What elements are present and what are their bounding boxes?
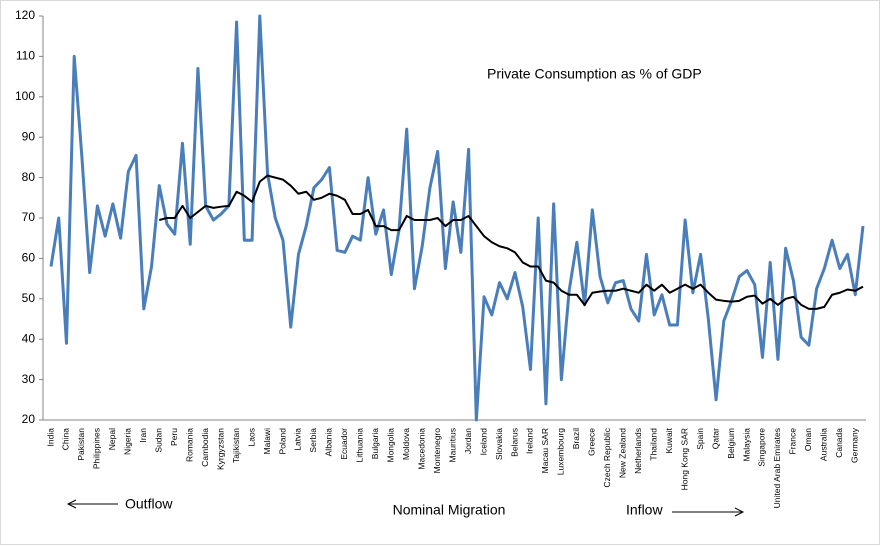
- x-tick-label: Peru: [169, 428, 179, 446]
- x-tick-label: Iran: [138, 428, 148, 443]
- x-tick-label: Mauritius: [447, 428, 457, 462]
- x-tick-label: Ireland: [525, 428, 535, 454]
- x-tick-label: Australia: [819, 428, 829, 461]
- x-tick-label: Slovakia: [494, 428, 504, 460]
- x-tick-label: Albania: [324, 428, 334, 457]
- x-tick-label: Canada: [834, 428, 844, 458]
- y-tick-label: 20: [22, 412, 36, 426]
- x-tick-label: Ecuador: [339, 428, 349, 460]
- x-tick-label: Serbia: [308, 428, 318, 453]
- x-tick-label: Poland: [277, 428, 287, 455]
- x-tick-label: Kuwait: [664, 427, 674, 453]
- x-tick-label: Iceland: [478, 428, 488, 456]
- x-tick-label: Sudan: [154, 428, 164, 453]
- y-tick-label: 30: [22, 372, 36, 386]
- inflow-arrow: [672, 507, 745, 517]
- y-tick-label: 100: [15, 89, 35, 103]
- x-tick-label: Latvia: [293, 428, 303, 451]
- series-line: [49, 14, 865, 422]
- x-tick-label: United Arab Emirates: [772, 428, 782, 508]
- x-tick-label: Mongolia: [386, 428, 396, 463]
- series-line: [159, 174, 864, 310]
- x-axis-label: Nominal Migration: [393, 502, 506, 518]
- x-tick-label: Oman: [803, 428, 813, 451]
- outflow-label: Outflow: [125, 496, 173, 512]
- x-tick-label: Czech Republic: [602, 427, 612, 487]
- x-tick-label: Belgium: [726, 428, 736, 459]
- x-tick-label: Montenegro: [432, 428, 442, 474]
- x-tick-label: Nepal: [107, 428, 117, 450]
- x-tick-label: New Zealand: [618, 428, 628, 478]
- inflow-label: Inflow: [626, 502, 663, 518]
- x-tick-label: Spain: [695, 428, 705, 450]
- x-tick-label: Germany: [850, 427, 860, 463]
- x-tick-label: Netherlands: [633, 428, 643, 474]
- y-tick-label: 90: [22, 129, 36, 143]
- y-tick-label: 80: [22, 170, 36, 184]
- x-tick-label: Philippines: [92, 428, 102, 469]
- x-tick-label: India: [45, 428, 55, 447]
- x-tick-label: Tajikistan: [231, 428, 241, 463]
- x-tick-label: Greece: [587, 428, 597, 456]
- x-tick-label: Malaysia: [741, 428, 751, 462]
- x-tick-label: Lithuania: [355, 428, 365, 463]
- x-tick-label: Brazil: [571, 428, 581, 449]
- x-tick-label: Moldova: [401, 428, 411, 460]
- x-tick-label: Hong Kong SAR: [679, 428, 689, 490]
- x-tick-label: Romania: [184, 428, 194, 462]
- x-tick-label: Thailand: [648, 428, 658, 461]
- x-tick-label: Macau SAR: [540, 428, 550, 473]
- outflow-arrow: [66, 499, 118, 509]
- y-tick-label: 120: [15, 8, 35, 22]
- x-tick-label: China: [61, 428, 71, 450]
- plot-area: [49, 14, 865, 422]
- y-tick-label: 40: [22, 331, 36, 345]
- x-tick-label: Jordan: [463, 428, 473, 454]
- chart-title: Private Consumption as % of GDP: [487, 66, 702, 82]
- x-tick-label: Cambodia: [200, 428, 210, 467]
- x-tick-label: Malawi: [262, 428, 272, 455]
- x-tick-label: Luxembourg: [556, 428, 566, 476]
- x-tick-label: Nigeria: [123, 428, 133, 455]
- y-tick-label: 70: [22, 210, 36, 224]
- y-tick-label: 110: [16, 49, 35, 63]
- y-tick-label: 60: [22, 251, 36, 265]
- x-tick-label: Belarus: [509, 428, 519, 457]
- x-tick-label: Kyrgyzstan: [215, 428, 225, 470]
- x-tick-label: Singapore: [757, 428, 767, 467]
- x-tick-label: Bulgaria: [370, 428, 380, 459]
- x-tick-label: Pakistan: [76, 428, 86, 461]
- x-tick-label: Laos: [246, 428, 256, 446]
- y-tick-label: 50: [22, 291, 36, 305]
- x-tick-label: France: [788, 428, 798, 455]
- x-tick-label: Macedonia: [416, 428, 426, 470]
- x-tick-label: Qatar: [710, 428, 720, 449]
